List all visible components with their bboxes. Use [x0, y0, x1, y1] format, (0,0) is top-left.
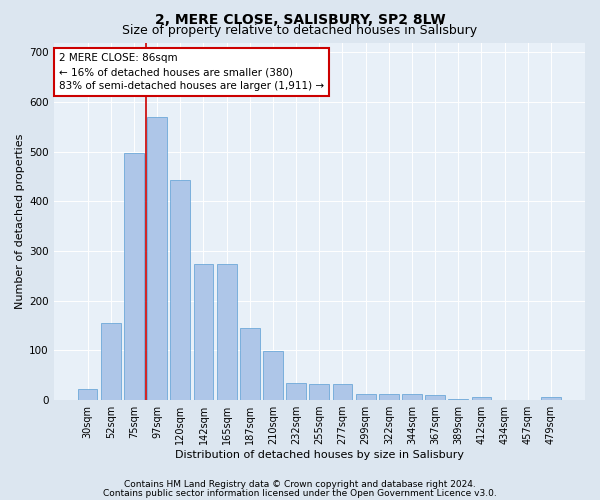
Bar — [541, 397, 561, 400]
Bar — [425, 395, 445, 400]
Bar — [356, 394, 376, 400]
Bar — [472, 396, 491, 400]
Y-axis label: Number of detached properties: Number of detached properties — [15, 134, 25, 309]
Text: Contains public sector information licensed under the Open Government Licence v3: Contains public sector information licen… — [103, 489, 497, 498]
Bar — [124, 154, 144, 400]
Bar — [286, 382, 306, 400]
Bar — [379, 394, 398, 400]
Bar — [101, 323, 121, 400]
Text: 2, MERE CLOSE, SALISBURY, SP2 8LW: 2, MERE CLOSE, SALISBURY, SP2 8LW — [155, 12, 445, 26]
Bar — [217, 264, 236, 400]
Bar — [240, 328, 260, 400]
Bar — [148, 117, 167, 400]
Bar — [310, 384, 329, 400]
Text: Size of property relative to detached houses in Salisbury: Size of property relative to detached ho… — [122, 24, 478, 37]
X-axis label: Distribution of detached houses by size in Salisbury: Distribution of detached houses by size … — [175, 450, 464, 460]
Bar — [263, 352, 283, 400]
Bar — [402, 394, 422, 400]
Text: Contains HM Land Registry data © Crown copyright and database right 2024.: Contains HM Land Registry data © Crown c… — [124, 480, 476, 489]
Bar — [194, 264, 214, 400]
Bar — [78, 389, 97, 400]
Text: 2 MERE CLOSE: 86sqm
← 16% of detached houses are smaller (380)
83% of semi-detac: 2 MERE CLOSE: 86sqm ← 16% of detached ho… — [59, 53, 324, 91]
Bar — [448, 398, 468, 400]
Bar — [170, 180, 190, 400]
Bar — [332, 384, 352, 400]
